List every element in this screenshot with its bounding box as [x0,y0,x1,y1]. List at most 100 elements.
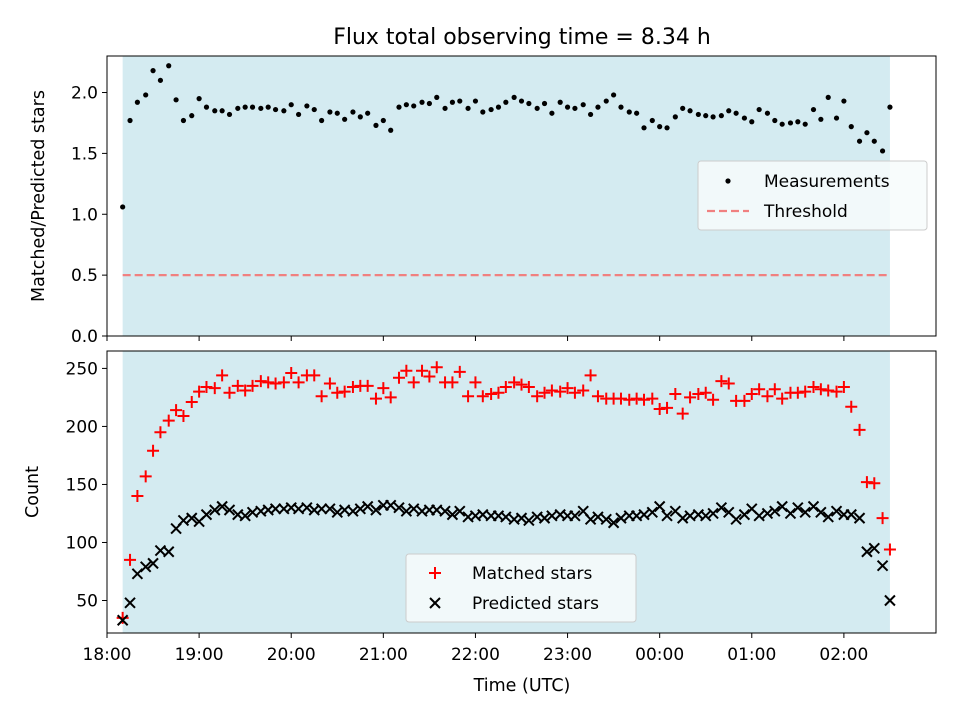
measurement-point [265,104,271,110]
measurement-point [672,114,678,120]
predicted-point [769,505,781,517]
matched-point [860,476,873,489]
measurement-point [764,110,771,116]
predicted-point [446,508,459,521]
matched-point [653,403,666,416]
measurement-point [457,98,463,104]
matched-point [538,386,551,399]
predicted-point [661,510,673,522]
measurement-point [472,98,479,104]
predicted-point [116,614,129,626]
matched-point [807,380,820,393]
measurement-point [649,117,655,124]
measurement-point [833,115,840,121]
measurement-point [703,113,709,119]
measurement-point [272,106,279,113]
matched-point [707,393,720,406]
matched-point [462,390,475,403]
predicted-point [799,506,811,519]
measurement-point [449,99,456,105]
predicted-point [315,503,328,515]
matched-point [699,386,712,399]
matched-point [814,383,827,396]
predicted-point [347,505,359,517]
matched-point [277,376,290,389]
xtick-label: 19:00 [175,645,224,665]
measurement-point [618,104,624,110]
measurement-point [311,106,317,113]
measurement-point [212,108,218,114]
measurement-point [779,121,785,127]
predicted-point [730,513,742,525]
matched-point [446,376,459,389]
predicted-point [615,512,627,524]
matched-point [753,383,766,396]
legend-matched-label: Matched stars [472,564,592,584]
measurement-point [226,111,233,118]
measurement-point [203,104,210,110]
matched-point [139,470,152,483]
matched-point [185,396,198,409]
measurement-point [733,110,739,116]
predicted-point [853,512,866,524]
matched-point [170,404,183,417]
legend-threshold-label: Threshold [763,202,848,222]
predicted-point [163,546,175,558]
matched-point [292,376,305,389]
matched-point [554,385,567,398]
predicted-point [200,508,213,521]
measurement-point [350,109,356,115]
matched-point [116,611,129,624]
bottom-ytick-label: 250 [66,359,98,379]
predicted-point [700,510,712,522]
matched-point [269,377,282,390]
matched-point [492,386,505,399]
measurement-point [319,117,325,124]
legend-measurements-label: Measurements [764,172,890,192]
measurement-point [150,68,156,74]
predicted-point [239,510,251,522]
measurement-point [603,98,609,104]
chart-title: Flux total observing time = 8.34 h [333,25,711,50]
top-legend-box [697,160,928,231]
matched-point [623,393,636,406]
matched-point [239,384,252,397]
predicted-point [124,597,136,609]
measurement-point [841,98,847,104]
matched-point [231,379,244,392]
matched-point [131,490,144,503]
predicted-point [761,507,774,520]
predicted-point [301,501,313,514]
predicted-point [186,512,198,524]
predicted-point [861,546,873,558]
top-legend: Measurements Threshold [697,160,928,231]
matched-point [822,384,835,397]
predicted-point [884,594,896,607]
measurement-point [718,113,724,119]
measurement-point [342,116,348,122]
predicted-point [715,501,728,514]
measurement-point [365,110,371,116]
measurement-point [787,120,794,126]
predicted-point [408,503,420,515]
matched-point [485,387,498,400]
matched-point [416,364,429,377]
measurement-point [357,114,363,120]
matched-point [369,392,382,405]
predicted-point [454,505,466,517]
measurement-point [334,110,340,116]
measurement-point [258,105,264,111]
matched-point [384,391,397,404]
measurement-point [419,99,425,105]
matched-point [285,367,298,380]
matched-point [584,369,597,382]
predicted-point [439,505,451,517]
predicted-point [676,512,689,524]
matched-point [768,383,781,396]
matched-point [407,376,420,389]
measurement-point [818,116,824,122]
matched-point [262,376,275,389]
matched-point [531,390,544,403]
xtick-label: 00:00 [635,645,684,665]
measurement-point [595,104,601,110]
